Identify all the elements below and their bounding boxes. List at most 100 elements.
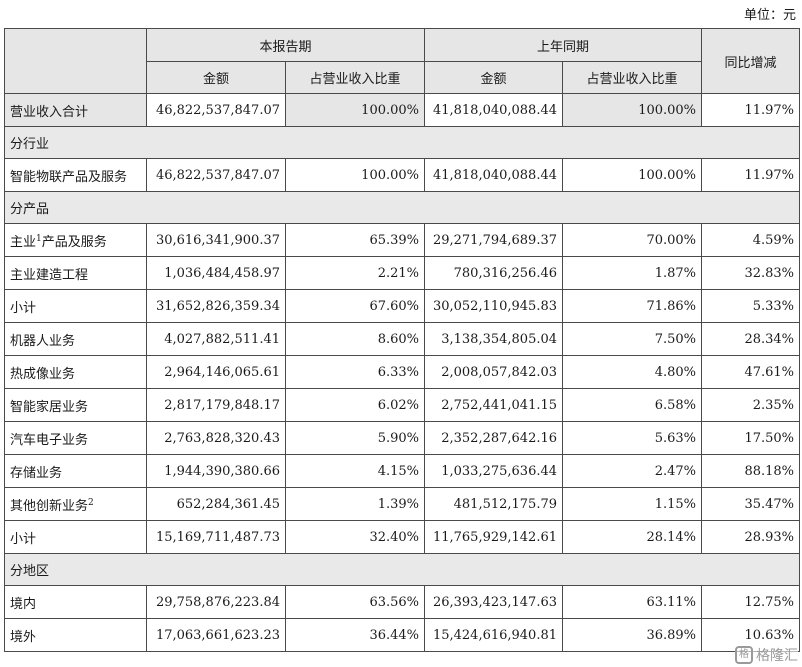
prev-amount: 29,271,794,689.37 — [424, 223, 564, 257]
yoy-value: 12.75% — [701, 585, 801, 619]
section-product: 分产品 — [3, 191, 801, 224]
row-label: 智能物联产品及服务 — [4, 158, 147, 192]
row-label: 智能家居业务 — [4, 388, 147, 422]
prev-amount: 2,352,287,642.16 — [424, 421, 564, 455]
cur-amount: 1,036,484,458.97 — [146, 256, 286, 290]
yoy-value: 17.50% — [701, 421, 801, 455]
row-label: 境内 — [4, 585, 147, 619]
cur-amount: 2,763,828,320.43 — [146, 421, 286, 455]
cur-share: 6.33% — [284, 355, 426, 389]
product-row: 存储业务 1,944,390,380.66 4.15% 1,033,275,63… — [4, 454, 801, 488]
prev-share: 1.87% — [562, 256, 703, 290]
prev-share: 71.86% — [562, 289, 703, 323]
row-label: 机器人业务 — [4, 322, 147, 356]
cur-share: 36.44% — [284, 618, 426, 652]
cur-amount: 4,027,882,511.41 — [146, 322, 286, 356]
prev-share: 6.58% — [562, 388, 703, 422]
total-row: 营业收入合计 46,822,537,847.07 100.00% 41,818,… — [4, 93, 801, 127]
section-label: 分行业 — [3, 126, 801, 159]
cur-amount: 30,616,341,900.37 — [146, 223, 286, 257]
prev-amount: 2,008,057,842.03 — [424, 355, 564, 389]
cur-amount: 2,964,146,065.61 — [146, 355, 286, 389]
cur-share: 2.21% — [284, 256, 426, 290]
header-prev-amount: 金额 — [424, 61, 564, 94]
header-cur-amount: 金额 — [146, 61, 286, 94]
prev-share: 5.63% — [562, 421, 703, 455]
yoy-value: 35.47% — [701, 487, 801, 521]
watermark-text: 格隆汇 — [756, 648, 798, 664]
product-row: 其他创新业务2 652,284,361.45 1.39% 481,512,175… — [4, 487, 801, 521]
prev-amount: 15,424,616,940.81 — [424, 618, 564, 652]
prev-share: 100.00% — [562, 93, 703, 127]
prev-share: 63.11% — [562, 585, 703, 619]
yoy-value: 28.34% — [701, 322, 801, 356]
product-row: 主业1产品及服务 30,616,341,900.37 65.39% 29,271… — [4, 223, 801, 257]
prev-share: 36.89% — [562, 618, 703, 652]
yoy-value: 2.35% — [701, 388, 801, 422]
prev-amount: 3,138,354,805.04 — [424, 322, 564, 356]
cur-share: 5.90% — [284, 421, 426, 455]
cur-share: 65.39% — [284, 223, 426, 257]
cur-amount: 46,822,537,847.07 — [146, 158, 286, 192]
cur-share: 6.02% — [284, 388, 426, 422]
cur-share: 100.00% — [284, 93, 426, 127]
watermark-logo-icon: 格 — [735, 646, 753, 664]
prev-share: 4.80% — [562, 355, 703, 389]
row-label: 境外 — [4, 618, 147, 652]
yoy-value: 5.33% — [701, 289, 801, 323]
row-label: 小计 — [4, 520, 147, 554]
cur-share: 8.60% — [284, 322, 426, 356]
row-label: 主业建造工程 — [4, 256, 147, 290]
product-row: 主业建造工程 1,036,484,458.97 2.21% 780,316,25… — [4, 256, 801, 290]
row-label: 其他创新业务2 — [4, 487, 147, 521]
header-yoy: 同比增减 — [701, 28, 801, 94]
section-region: 分地区 — [3, 553, 801, 586]
product-row: 热成像业务 2,964,146,065.61 6.33% 2,008,057,8… — [4, 355, 801, 389]
subtotal-row: 小计 15,169,711,487.73 32.40% 11,765,929,1… — [4, 520, 801, 554]
watermark: 格 格隆汇 — [735, 645, 798, 665]
product-row: 智能家居业务 2,817,179,848.17 6.02% 2,752,441,… — [4, 388, 801, 422]
prev-amount: 41,818,040,088.44 — [424, 158, 564, 192]
header-prev-share: 占营业收入比重 — [562, 61, 703, 94]
prev-amount: 26,393,423,147.63 — [424, 585, 564, 619]
cur-share: 1.39% — [284, 487, 426, 521]
section-label: 分产品 — [3, 191, 801, 224]
yoy-value: 47.61% — [701, 355, 801, 389]
header-row-1: 本报告期 上年同期 同比增减 — [4, 28, 801, 94]
prev-share: 2.47% — [562, 454, 703, 488]
prev-amount: 780,316,256.46 — [424, 256, 564, 290]
subtotal-row: 小计 31,652,826,359.34 67.60% 30,052,110,9… — [4, 289, 801, 323]
cur-amount: 29,758,876,223.84 — [146, 585, 286, 619]
prev-amount: 11,765,929,142.61 — [424, 520, 564, 554]
section-label: 分地区 — [3, 553, 801, 586]
header-current-period: 本报告期 — [145, 28, 426, 62]
prev-amount: 41,818,040,088.44 — [424, 93, 564, 127]
revenue-table: 本报告期 上年同期 同比增减 金额 占营业收入比重 金额 占营业收入比重 营业收… — [3, 28, 801, 652]
cur-amount: 15,169,711,487.73 — [146, 520, 286, 554]
industry-row: 智能物联产品及服务 46,822,537,847.07 100.00% 41,8… — [4, 158, 801, 192]
cur-amount: 17,063,661,623.23 — [146, 618, 286, 652]
prev-share: 28.14% — [562, 520, 703, 554]
row-label: 汽车电子业务 — [4, 421, 147, 455]
cur-amount: 31,652,826,359.34 — [146, 289, 286, 323]
header-row-2: 金额 占营业收入比重 金额 占营业收入比重 — [5, 61, 800, 94]
prev-share: 1.15% — [562, 487, 703, 521]
cur-share: 63.56% — [284, 585, 426, 619]
cur-share: 67.60% — [284, 289, 426, 323]
row-label: 热成像业务 — [4, 355, 147, 389]
row-label: 主业1产品及服务 — [4, 223, 147, 257]
region-row: 境内 29,758,876,223.84 63.56% 26,393,423,1… — [4, 585, 801, 619]
row-label: 营业收入合计 — [4, 93, 147, 127]
prev-amount: 2,752,441,041.15 — [424, 388, 564, 422]
prev-share: 70.00% — [562, 223, 703, 257]
cur-amount: 46,822,537,847.07 — [146, 93, 286, 127]
yoy-value: 32.83% — [701, 256, 801, 290]
yoy-value: 4.59% — [701, 223, 801, 257]
row-label: 存储业务 — [4, 454, 147, 488]
product-row: 机器人业务 4,027,882,511.41 8.60% 3,138,354,8… — [4, 322, 801, 356]
cur-amount: 2,817,179,848.17 — [146, 388, 286, 422]
prev-amount: 1,033,275,636.44 — [424, 454, 564, 488]
prev-share: 7.50% — [562, 322, 703, 356]
cur-share: 4.15% — [284, 454, 426, 488]
footnote-marker: 1 — [36, 233, 42, 244]
